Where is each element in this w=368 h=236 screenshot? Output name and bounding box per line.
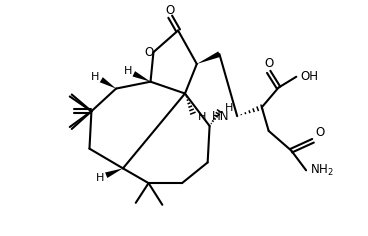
Text: H: H (225, 103, 234, 113)
Text: O: O (144, 46, 153, 59)
Polygon shape (132, 71, 151, 82)
Text: OH: OH (300, 70, 318, 83)
Text: HN: HN (212, 110, 229, 123)
Text: H: H (96, 173, 105, 183)
Text: NH$_2$: NH$_2$ (310, 163, 334, 178)
Text: O: O (166, 4, 175, 17)
Text: O: O (264, 57, 273, 70)
Polygon shape (100, 77, 116, 88)
Text: H: H (198, 112, 206, 122)
Text: H: H (91, 72, 100, 82)
Text: H: H (124, 66, 132, 76)
Text: O: O (315, 126, 324, 139)
Polygon shape (105, 168, 123, 178)
Polygon shape (197, 51, 221, 64)
